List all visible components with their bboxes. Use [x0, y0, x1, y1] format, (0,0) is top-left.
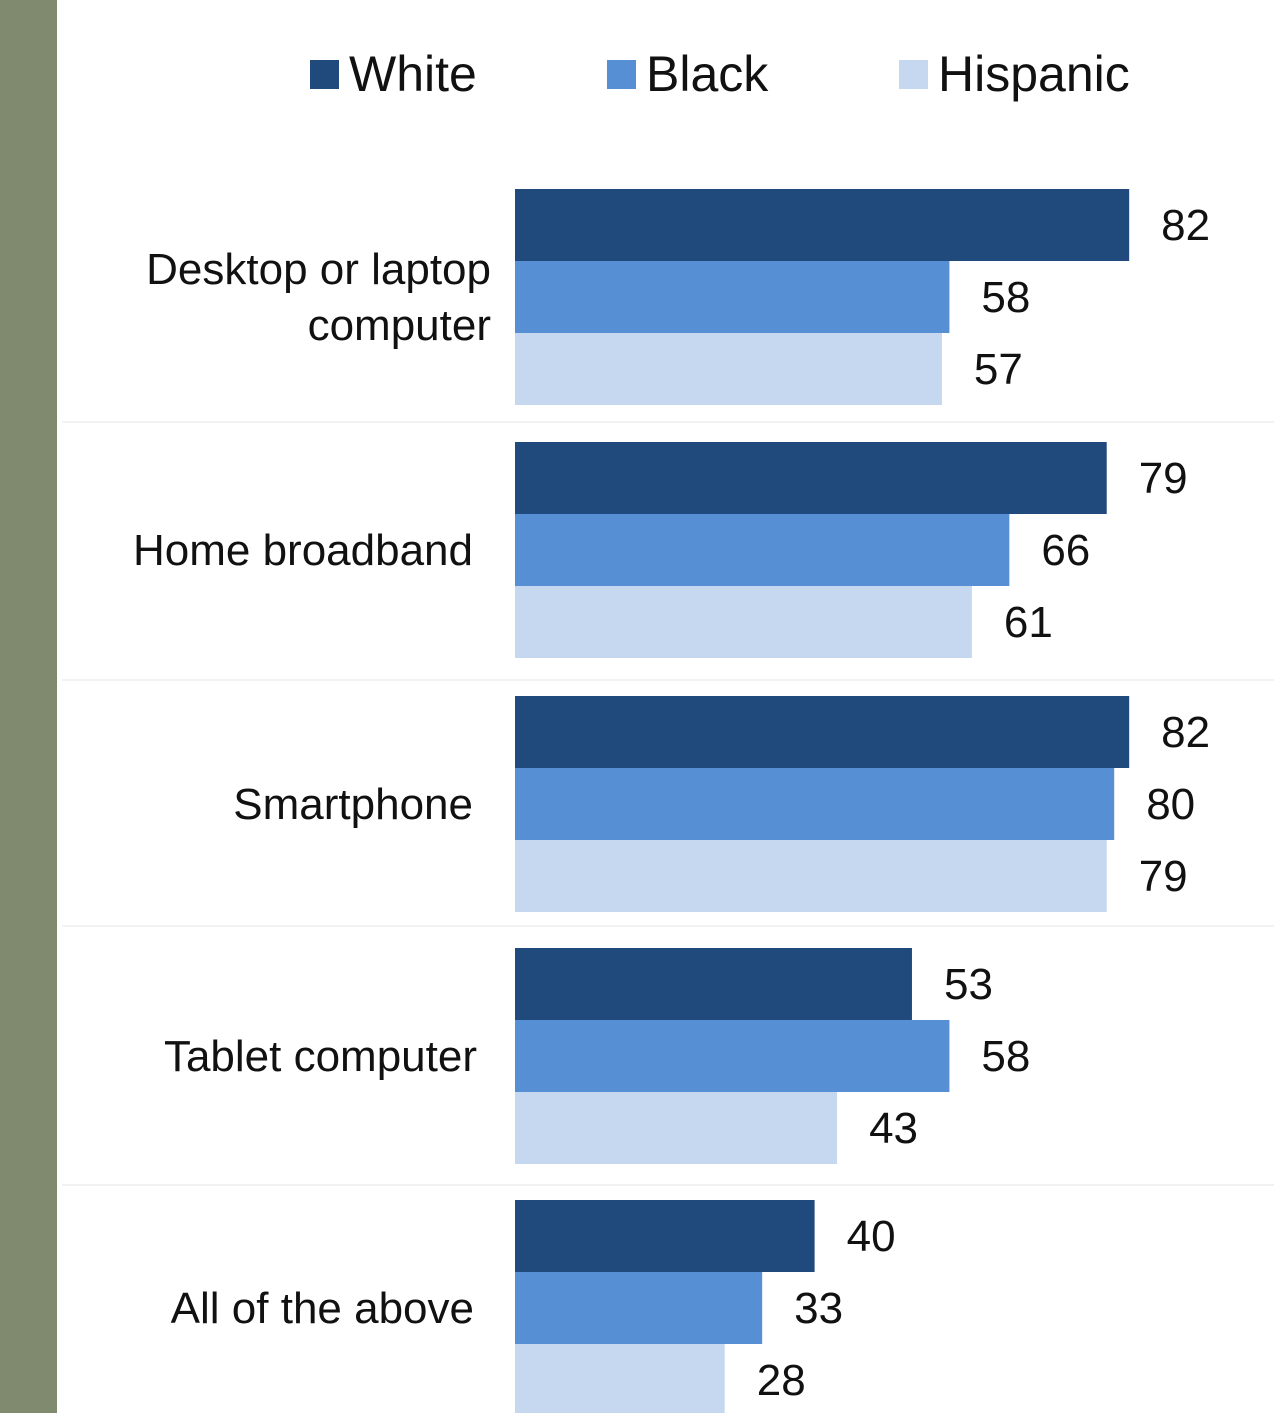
data-label: 82 [1161, 201, 1210, 250]
category-label: computer [308, 301, 491, 350]
data-label: 57 [974, 345, 1023, 394]
data-label: 33 [794, 1284, 843, 1333]
data-label: 61 [1004, 598, 1053, 647]
legend-item-hispanic: Hispanic [899, 42, 1130, 106]
bar-white [515, 189, 1130, 261]
bar-black [515, 1020, 950, 1092]
bar-hispanic [515, 1344, 725, 1413]
legend-label-black: Black [646, 46, 769, 102]
data-label: 82 [1161, 708, 1210, 757]
data-label: 80 [1146, 780, 1195, 829]
bar-black [515, 768, 1115, 840]
legend: White Black Hispanic [0, 42, 1274, 112]
category-label: Home broadband [133, 526, 473, 575]
data-label: 40 [847, 1212, 896, 1261]
bar-white [515, 442, 1107, 514]
data-label: 53 [944, 960, 993, 1009]
category-label: Desktop or laptop [146, 245, 491, 294]
side-strip [0, 0, 57, 1413]
bar-hispanic [515, 1092, 838, 1164]
legend-swatch-white [310, 59, 339, 89]
category-label: Tablet computer [164, 1032, 477, 1081]
bar-black [515, 514, 1010, 586]
category-label: All of the above [171, 1284, 474, 1333]
data-label: 79 [1139, 454, 1188, 503]
legend-item-white: White [310, 42, 477, 106]
bar-hispanic [515, 840, 1107, 912]
bar-hispanic [515, 586, 972, 658]
legend-label-hispanic: Hispanic [938, 46, 1130, 102]
category-label: Smartphone [233, 780, 473, 829]
data-label: 43 [869, 1104, 918, 1153]
legend-swatch-hispanic [899, 59, 928, 89]
legend-item-black: Black [607, 42, 768, 106]
data-label: 66 [1041, 526, 1090, 575]
data-label: 79 [1139, 852, 1188, 901]
legend-label-white: White [349, 46, 477, 102]
legend-swatch-black [607, 59, 636, 89]
bar-white [515, 696, 1130, 768]
bar-hispanic [515, 333, 942, 405]
bar-white [515, 1200, 815, 1272]
bar-white [515, 948, 912, 1020]
data-label: 58 [981, 273, 1030, 322]
data-label: 58 [981, 1032, 1030, 1081]
bar-black [515, 261, 950, 333]
data-label: 28 [757, 1356, 806, 1405]
bar-black [515, 1272, 763, 1344]
